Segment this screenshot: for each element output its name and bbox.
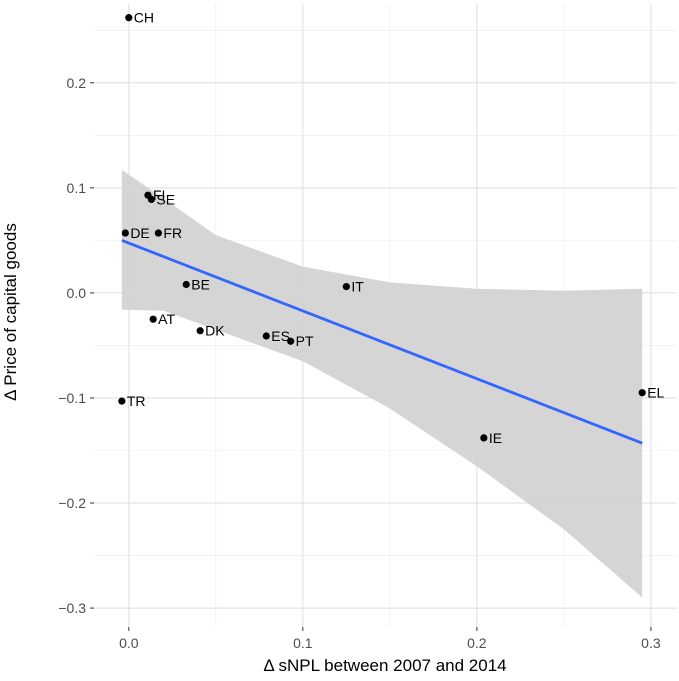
point-label-se: SE — [156, 191, 175, 207]
data-point-el — [638, 389, 646, 397]
y-axis-title: Δ Price of capital goods — [1, 223, 20, 401]
data-point-at — [149, 315, 157, 323]
point-label-el: EL — [647, 385, 664, 401]
data-point-dk — [196, 327, 204, 335]
point-label-es: ES — [271, 328, 290, 344]
point-label-it: IT — [351, 279, 364, 295]
x-axis-ticks: 0.0 0.1 0.2 0.3 — [119, 627, 661, 651]
y-axis-ticks: −0.3 −0.2 −0.1 0.0 0.1 0.2 — [58, 75, 94, 616]
data-point-ch — [125, 14, 133, 22]
data-point-fr — [154, 229, 162, 237]
data-point-tr — [118, 397, 126, 405]
confidence-band-area — [121, 169, 643, 598]
point-label-de: DE — [130, 225, 149, 241]
x-tick-label: 0.1 — [293, 635, 313, 651]
data-point-pt — [287, 337, 295, 345]
y-tick-label: −0.1 — [58, 390, 86, 406]
point-label-tr: TR — [127, 393, 146, 409]
regression-line — [121, 239, 643, 445]
x-tick-label: 0.0 — [119, 635, 139, 651]
point-label-pt: PT — [296, 333, 314, 349]
data-points — [118, 14, 646, 442]
data-point-be — [182, 280, 190, 289]
point-label-ie: IE — [489, 430, 502, 446]
data-point-es — [262, 332, 270, 340]
fit-line — [121, 239, 643, 445]
x-tick-label: 0.3 — [641, 635, 661, 651]
point-label-dk: DK — [205, 323, 225, 339]
data-point-de — [121, 229, 129, 237]
data-point-it — [342, 283, 350, 291]
y-tick-label: 0.0 — [67, 285, 87, 301]
point-label-be: BE — [191, 277, 210, 293]
x-tick-label: 0.2 — [467, 635, 487, 651]
y-tick-label: 0.1 — [67, 180, 87, 196]
data-point-se — [147, 195, 156, 204]
point-label-at: AT — [158, 311, 175, 327]
confidence-band — [121, 169, 643, 598]
data-point-ie — [480, 434, 488, 442]
y-tick-label: −0.2 — [58, 495, 86, 511]
y-tick-label: 0.2 — [67, 75, 87, 91]
point-label-fi: FI — [153, 187, 165, 203]
x-axis-title: Δ sNPL between 2007 and 2014 — [263, 656, 506, 675]
point-label-fr: FR — [163, 225, 182, 241]
point-label-ch: CH — [134, 10, 154, 26]
y-tick-label: −0.3 — [58, 600, 86, 616]
